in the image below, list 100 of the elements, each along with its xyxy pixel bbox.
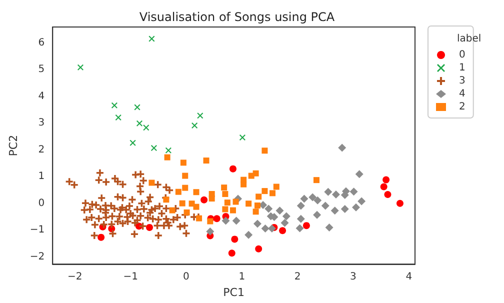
- point: [192, 122, 198, 128]
- point: [314, 196, 322, 204]
- point: [208, 196, 215, 202]
- point: [358, 197, 366, 206]
- x-tick-label: −2: [68, 272, 82, 283]
- point: [232, 216, 240, 225]
- point: [256, 194, 262, 200]
- y-axis-title: PC2: [7, 134, 20, 156]
- y-tick-label: 2: [38, 144, 45, 156]
- point: [224, 200, 230, 206]
- point: [350, 188, 358, 196]
- point: [222, 206, 228, 212]
- point: [175, 188, 182, 195]
- chart-title: Visualisation of Songs using PCA: [139, 10, 336, 24]
- point: [279, 227, 286, 234]
- point: [246, 200, 252, 207]
- point: [330, 206, 339, 215]
- point: [130, 140, 136, 146]
- point: [180, 160, 186, 166]
- y-tick-label: 4: [38, 90, 45, 102]
- point: [252, 208, 259, 215]
- x-tick-label: −1: [123, 272, 138, 283]
- point: [264, 204, 273, 213]
- point: [321, 202, 330, 210]
- point: [230, 207, 236, 214]
- point: [338, 144, 346, 152]
- point: [296, 224, 304, 232]
- point: [206, 227, 214, 236]
- y-tick-label: 1: [38, 171, 45, 182]
- legend-title: label: [457, 34, 482, 44]
- point: [222, 216, 230, 225]
- point: [143, 124, 150, 131]
- point: [382, 176, 390, 184]
- point: [384, 191, 392, 198]
- point: [146, 224, 153, 231]
- point: [239, 134, 246, 141]
- x-axis-title: PC1: [223, 286, 244, 299]
- legend-label: 4: [459, 88, 466, 100]
- point: [163, 196, 170, 203]
- y-tick-label: 5: [38, 64, 45, 76]
- point: [197, 112, 204, 119]
- point: [324, 188, 332, 196]
- point: [134, 104, 140, 110]
- y-tick-label: −1: [30, 224, 45, 236]
- point: [111, 102, 118, 108]
- point: [169, 207, 176, 214]
- point: [228, 250, 236, 257]
- point: [273, 184, 280, 190]
- point: [77, 64, 84, 70]
- point: [255, 245, 262, 252]
- point: [164, 154, 170, 160]
- point: [207, 218, 214, 224]
- point: [221, 184, 228, 191]
- point: [231, 236, 238, 243]
- point: [248, 172, 254, 179]
- legend-label: 3: [459, 76, 466, 86]
- point: [182, 184, 188, 191]
- point: [280, 218, 289, 227]
- x-tick-label: 4: [406, 272, 412, 283]
- point: [200, 196, 208, 204]
- point: [340, 204, 349, 213]
- point: [148, 180, 155, 186]
- point: [268, 224, 276, 233]
- point: [179, 200, 186, 206]
- y-tick-label: 3: [38, 118, 45, 129]
- point: [222, 190, 228, 197]
- point: [115, 114, 122, 120]
- point: [300, 194, 308, 203]
- point: [262, 148, 268, 154]
- point: [229, 165, 236, 172]
- point: [396, 200, 404, 207]
- point: [352, 203, 360, 212]
- point: [261, 224, 270, 233]
- point: [332, 190, 340, 199]
- point: [213, 215, 220, 222]
- point: [355, 170, 364, 178]
- point: [150, 144, 157, 151]
- y-tick-label: 6: [38, 37, 45, 48]
- point: [296, 202, 305, 210]
- x-tick-label: 0: [183, 272, 190, 283]
- point: [270, 190, 276, 196]
- y-tick-label: −2: [30, 251, 45, 262]
- point: [203, 158, 210, 164]
- point: [193, 189, 200, 196]
- point: [276, 206, 284, 215]
- point: [380, 183, 388, 190]
- point: [232, 198, 239, 205]
- legend-label: 0: [459, 50, 466, 60]
- point: [262, 188, 268, 194]
- point: [193, 204, 200, 210]
- point: [313, 210, 322, 219]
- point: [182, 172, 188, 179]
- point: [254, 202, 260, 208]
- point: [302, 222, 310, 230]
- point: [308, 193, 317, 202]
- point: [165, 147, 172, 154]
- point: [148, 36, 155, 42]
- y-tick-label: 0: [38, 198, 45, 209]
- point: [325, 223, 334, 232]
- point: [282, 212, 290, 220]
